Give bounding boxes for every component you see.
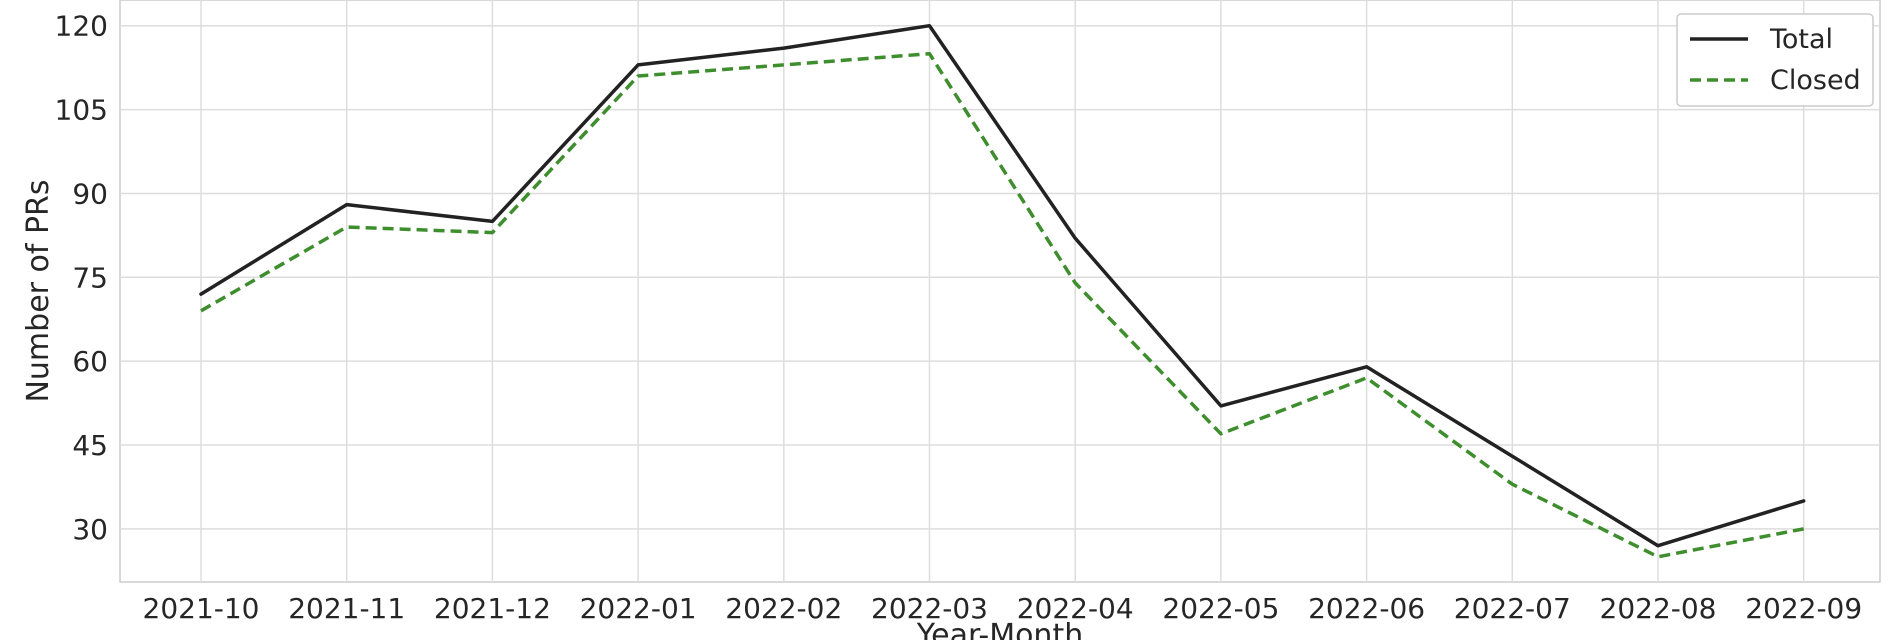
y-axis-title: Number of PRs bbox=[21, 179, 56, 402]
legend: Total Closed bbox=[1676, 13, 1874, 107]
legend-label-closed: Closed bbox=[1770, 65, 1861, 96]
x-tick-label: 2022-03 bbox=[871, 592, 988, 625]
x-tick-label: 2021-12 bbox=[434, 592, 551, 625]
y-tick-label: 75 bbox=[72, 261, 108, 294]
x-tick-label: 2022-08 bbox=[1600, 592, 1717, 625]
x-tick-label: 2022-02 bbox=[725, 592, 842, 625]
x-axis-title: Year-Month bbox=[916, 618, 1083, 640]
x-tick-label: 2022-01 bbox=[580, 592, 697, 625]
x-tick-label: 2021-11 bbox=[288, 592, 405, 625]
series-line-closed bbox=[200, 51, 1805, 559]
x-tick-label: 2021-10 bbox=[143, 592, 260, 625]
plot-area bbox=[119, 0, 1881, 583]
y-tick-label: 45 bbox=[72, 429, 108, 462]
x-tick-label: 2022-06 bbox=[1308, 592, 1425, 625]
x-tick-label: 2022-04 bbox=[1017, 592, 1134, 625]
y-tick-label: 90 bbox=[72, 177, 108, 210]
y-tick-label: 105 bbox=[55, 94, 108, 127]
y-axis-ticks: 30 45 60 75 90 105 120 bbox=[55, 10, 108, 546]
x-tick-label: 2022-09 bbox=[1745, 592, 1862, 625]
y-tick-label: 60 bbox=[72, 345, 108, 378]
y-tick-label: 120 bbox=[55, 10, 108, 43]
series-line-total bbox=[199, 23, 1806, 548]
x-tick-label: 2022-07 bbox=[1454, 592, 1571, 625]
x-tick-label: 2022-05 bbox=[1162, 592, 1279, 625]
series-layer bbox=[199, 23, 1806, 559]
legend-box bbox=[1676, 13, 1874, 107]
legend-label-total: Total bbox=[1769, 24, 1833, 55]
grid bbox=[120, 0, 1880, 582]
y-tick-label: 30 bbox=[72, 513, 108, 546]
x-axis-ticks: 2021-10 2021-11 2021-12 2022-01 2022-02 2022-… bbox=[143, 592, 1863, 625]
